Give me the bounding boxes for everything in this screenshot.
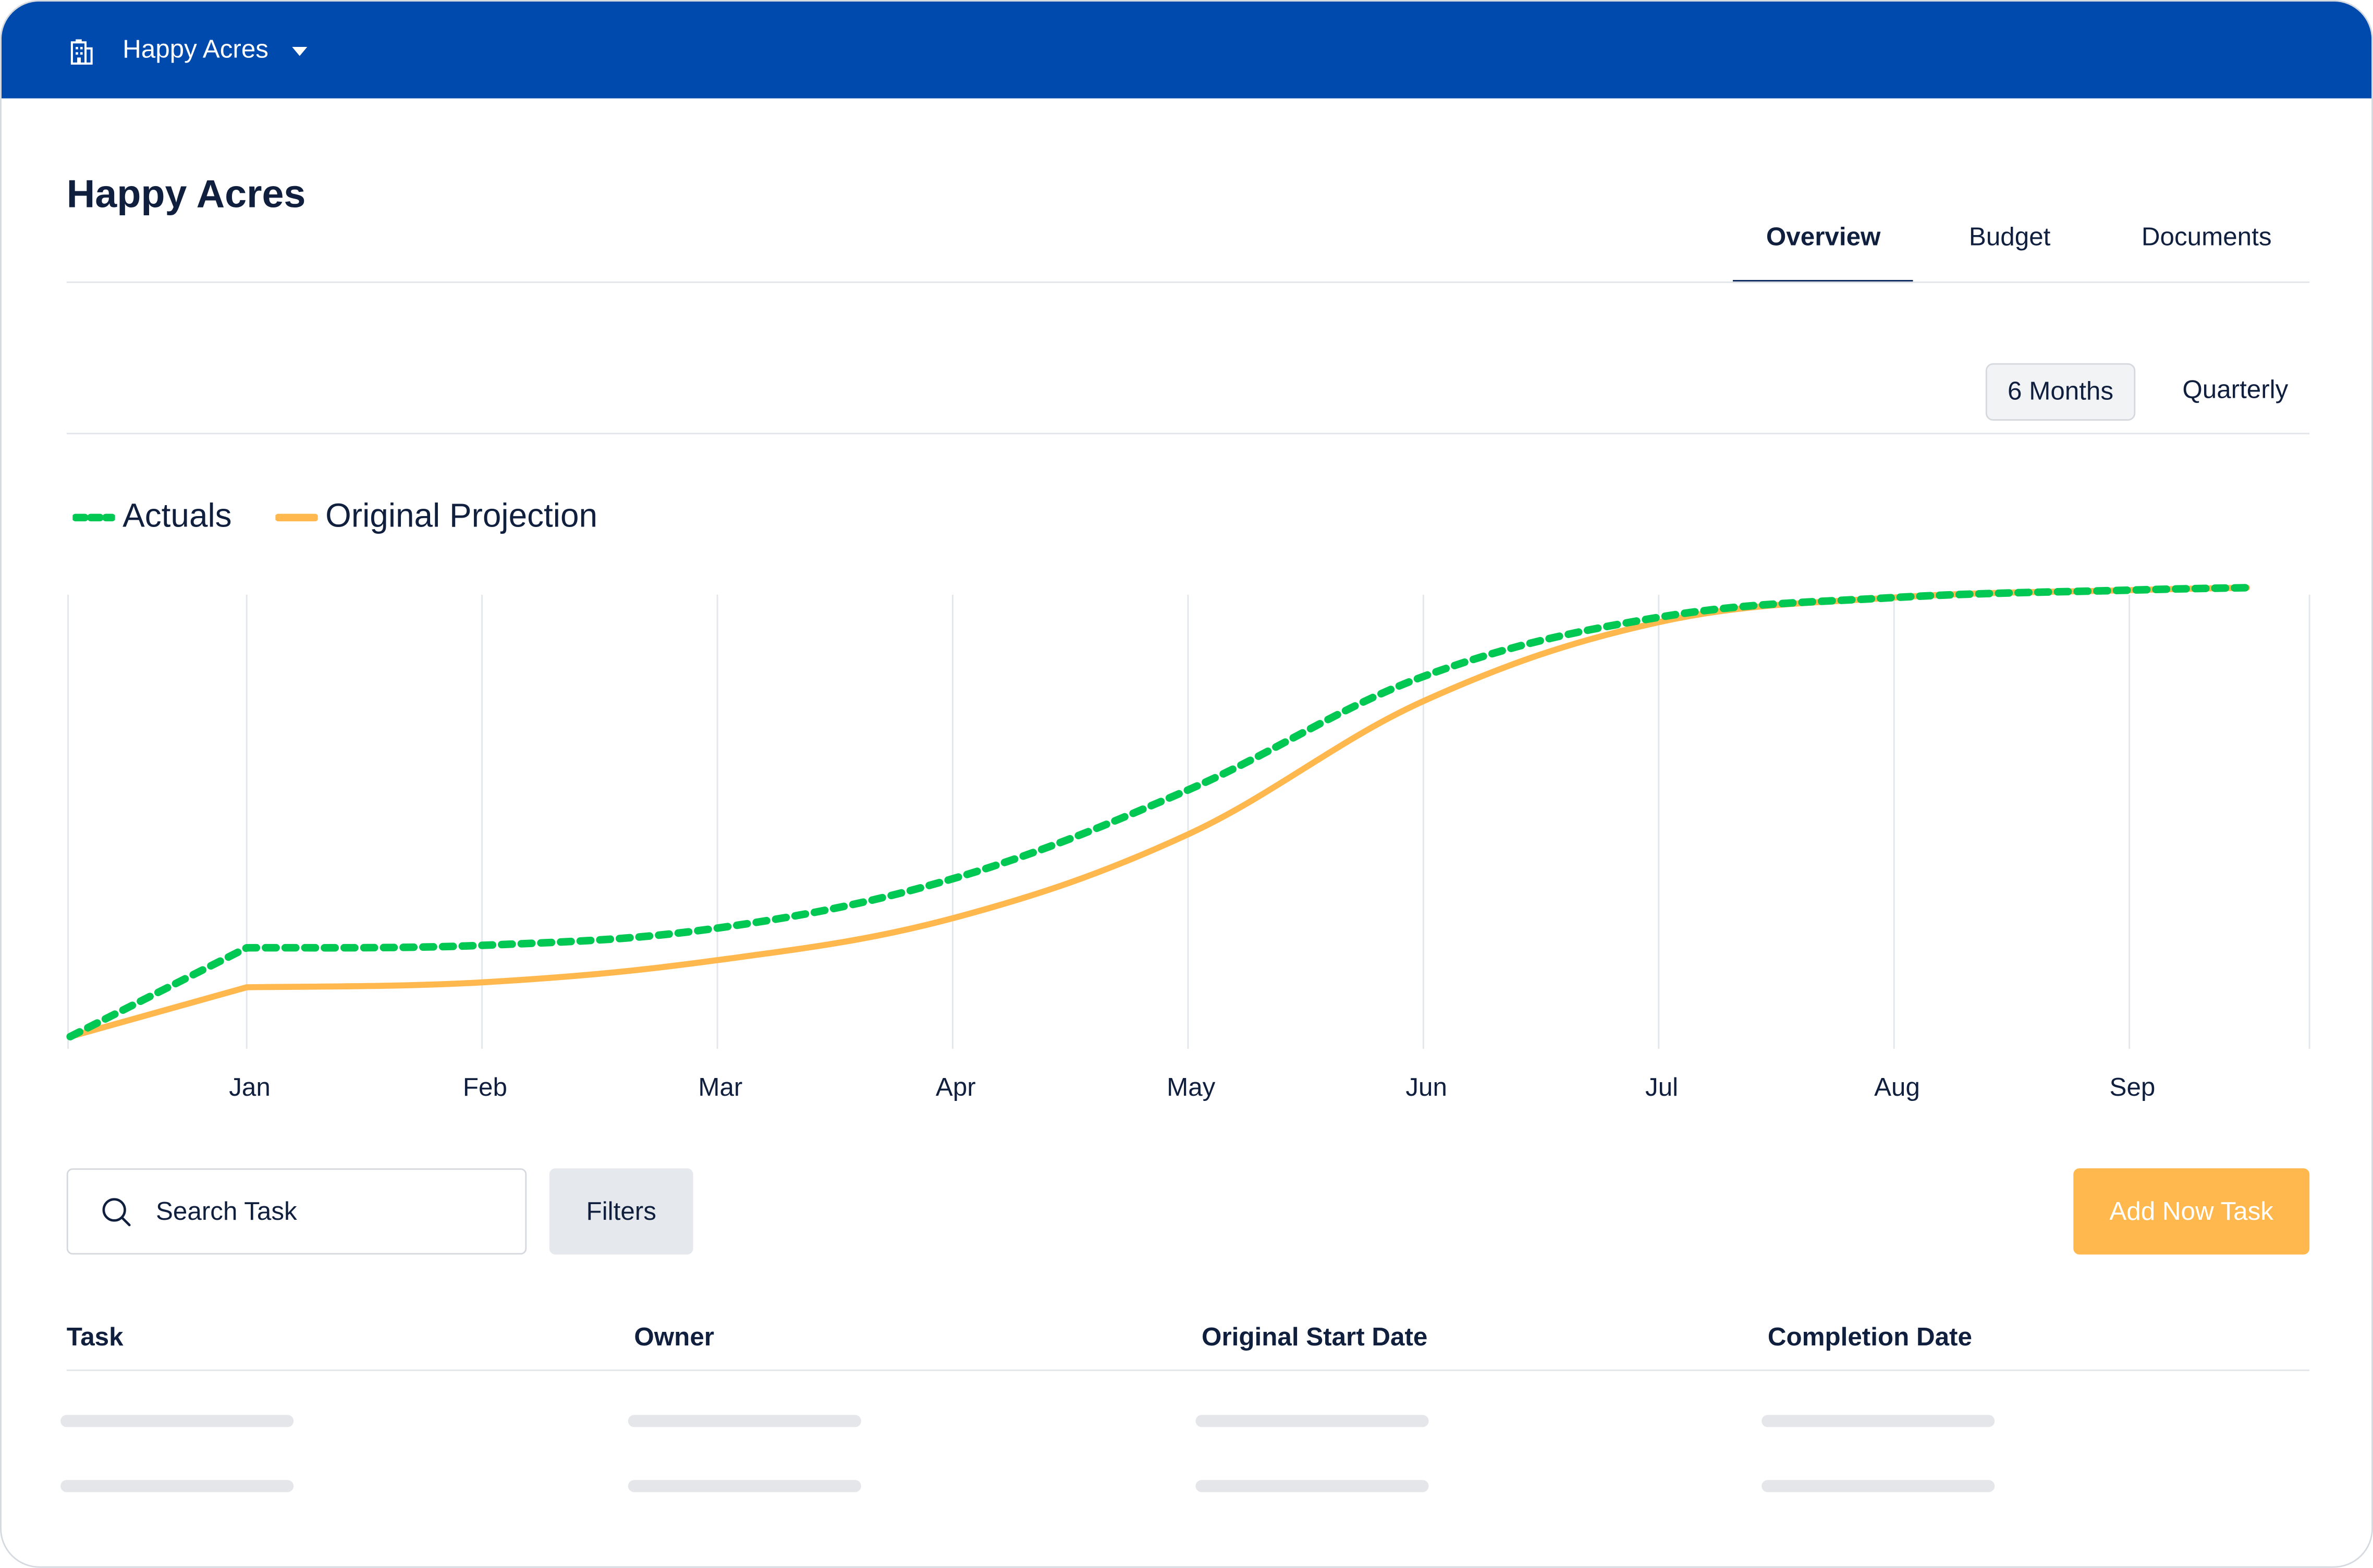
x-tick-label-may: May [1167, 1073, 1216, 1101]
filters-button[interactable]: Filters [549, 1168, 693, 1255]
series-line-actuals [66, 584, 2251, 1040]
tab-budget[interactable]: Budget [1968, 222, 2051, 251]
toggle-divider [66, 433, 2310, 435]
search-box[interactable] [66, 1168, 527, 1255]
loading-placeholder [60, 1415, 294, 1427]
range-6-months[interactable]: 6 Months [1985, 363, 2136, 421]
tab-overview[interactable]: Overview [1766, 222, 1881, 251]
tabs-divider [66, 281, 2310, 283]
column-header-task[interactable]: Task [66, 1322, 124, 1352]
tab-documents[interactable]: Documents [2141, 222, 2272, 251]
loading-placeholder [1762, 1415, 1995, 1427]
x-tick-label-apr: Apr [936, 1073, 976, 1101]
legend-swatch-projection [275, 513, 318, 522]
table-header-divider [66, 1369, 2310, 1371]
range-quarterly[interactable]: Quarterly [2182, 375, 2289, 405]
x-tick-label-jul: Jul [1645, 1073, 1678, 1101]
search-icon [102, 1198, 131, 1227]
column-header-owner[interactable]: Owner [634, 1322, 714, 1352]
active-tab-indicator [1733, 280, 1913, 283]
search-input[interactable] [156, 1191, 504, 1234]
page-title: Happy Acres [66, 171, 306, 217]
x-tick-label-feb: Feb [463, 1073, 507, 1101]
x-tick-label-jan: Jan [229, 1073, 271, 1101]
legend-label-actuals: Actuals [123, 496, 232, 534]
legend-label-projection: Original Projection [325, 496, 597, 534]
loading-placeholder [60, 1480, 294, 1492]
x-tick-label-sep: Sep [2110, 1073, 2156, 1101]
caret-down-icon[interactable] [292, 46, 308, 56]
loading-placeholder [628, 1415, 861, 1427]
column-header-original-start-date[interactable]: Original Start Date [1202, 1322, 1428, 1352]
loading-placeholder [1195, 1480, 1429, 1492]
series-line-original-projection [67, 584, 2250, 1040]
top-bar: Happy Acres [1, 1, 2372, 99]
x-tick-label-jun: Jun [1405, 1073, 1447, 1101]
x-tick-label-aug: Aug [1874, 1073, 1920, 1101]
loading-placeholder [628, 1480, 861, 1492]
loading-placeholder [1195, 1415, 1429, 1427]
x-tick-label-mar: Mar [698, 1073, 742, 1101]
add-new-task-button[interactable]: Add Now Task [2073, 1168, 2310, 1255]
project-selector[interactable]: Happy Acres [123, 34, 268, 64]
loading-placeholder [1762, 1480, 1995, 1492]
building-icon [70, 39, 93, 65]
legend-swatch-actuals [72, 513, 115, 522]
column-header-completion-date[interactable]: Completion Date [1767, 1322, 1972, 1352]
